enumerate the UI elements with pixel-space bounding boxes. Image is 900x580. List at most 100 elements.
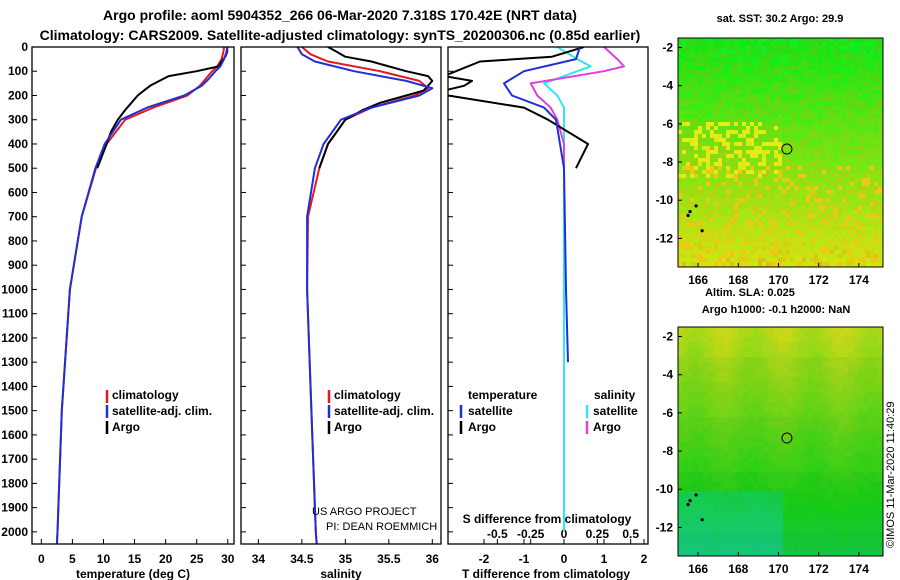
map-cell — [822, 214, 827, 219]
map-cell — [698, 178, 703, 183]
map-cell — [758, 202, 763, 207]
map-cell — [770, 70, 775, 75]
map-cell — [688, 422, 694, 428]
map-cell — [728, 442, 734, 448]
map-cell — [746, 158, 751, 163]
map-cell — [863, 532, 869, 538]
map-cell — [802, 98, 807, 103]
map-cell — [790, 174, 795, 179]
map-cell — [790, 94, 795, 99]
map-cell — [830, 206, 835, 211]
map-cell — [843, 537, 849, 543]
map-cell — [688, 427, 694, 433]
map-cell — [798, 417, 804, 423]
map-cell — [722, 166, 727, 171]
map-cell — [818, 452, 824, 458]
map-cell — [774, 38, 779, 43]
map-cell — [726, 202, 731, 207]
map-cell — [873, 482, 879, 488]
map-cell — [874, 226, 879, 231]
map-cell — [788, 477, 794, 483]
map-cell — [862, 70, 867, 75]
depth-tick-label: 0 — [21, 40, 28, 54]
map-cell — [698, 94, 703, 99]
map-cell — [742, 214, 747, 219]
map-cell — [678, 402, 684, 408]
map-cell — [686, 154, 691, 159]
island-mark — [700, 229, 704, 233]
map-cell — [742, 182, 747, 187]
map-cell — [686, 258, 691, 263]
map-cell — [854, 134, 859, 139]
map-cell — [743, 532, 749, 538]
map-cell — [698, 186, 703, 191]
map-cell — [768, 492, 774, 498]
map-cell — [686, 42, 691, 47]
map-cell — [790, 70, 795, 75]
map-cell — [853, 382, 859, 388]
map-cell — [868, 392, 874, 398]
map-cell — [722, 170, 727, 175]
map-cell — [822, 150, 827, 155]
map-cell — [802, 238, 807, 243]
map-cell — [803, 362, 809, 368]
map-cell — [728, 492, 734, 498]
map-cell — [878, 110, 883, 115]
map-cell — [753, 487, 759, 493]
map-cell — [866, 126, 871, 131]
map-cell — [690, 234, 695, 239]
map-cell — [693, 332, 699, 338]
map-cell — [766, 214, 771, 219]
map-cell — [698, 46, 703, 51]
map-cell — [734, 46, 739, 51]
map-cell — [758, 447, 764, 453]
map-cell — [834, 202, 839, 207]
map-cell — [710, 170, 715, 175]
map-cell — [770, 38, 775, 43]
map-cell — [830, 62, 835, 67]
map-cell — [690, 214, 695, 219]
map-cell — [830, 186, 835, 191]
map-cell — [734, 50, 739, 55]
map-cell — [854, 42, 859, 47]
map-cell — [698, 106, 703, 111]
map-cell — [698, 122, 703, 127]
map-cell — [782, 230, 787, 235]
map-cell — [726, 82, 731, 87]
map-cell — [718, 417, 724, 423]
depth-tick-label: 2000 — [1, 525, 28, 539]
map-cell — [846, 182, 851, 187]
map-cell — [838, 372, 844, 378]
map-cell — [790, 226, 795, 231]
map-cell — [866, 206, 871, 211]
map-cell — [718, 230, 723, 235]
map-cell — [818, 42, 823, 47]
map-cell — [746, 82, 751, 87]
map-cell — [738, 332, 744, 338]
map-cell — [682, 122, 687, 127]
map-cell — [818, 226, 823, 231]
map-cell — [794, 70, 799, 75]
map-cell — [798, 327, 804, 333]
map-cell — [838, 118, 843, 123]
map-cell — [838, 242, 843, 247]
map-cell — [774, 222, 779, 227]
map-cell — [834, 58, 839, 63]
map-cell — [728, 497, 734, 503]
map-cell — [850, 190, 855, 195]
map-cell — [806, 234, 811, 239]
map-cell — [748, 537, 754, 543]
map-cell — [686, 98, 691, 103]
map-cell — [693, 372, 699, 378]
map-cell — [830, 262, 835, 267]
map-cell — [763, 357, 769, 363]
map-cell — [854, 234, 859, 239]
map-cell — [823, 497, 829, 503]
map-cell — [833, 527, 839, 533]
map-cell — [778, 174, 783, 179]
map-cell — [690, 62, 695, 67]
sst-map-title: sat. SST: 30.2 Argo: 29.9 — [717, 13, 844, 25]
map-cell — [798, 254, 803, 259]
map-cell — [702, 94, 707, 99]
map-cell — [693, 387, 699, 393]
